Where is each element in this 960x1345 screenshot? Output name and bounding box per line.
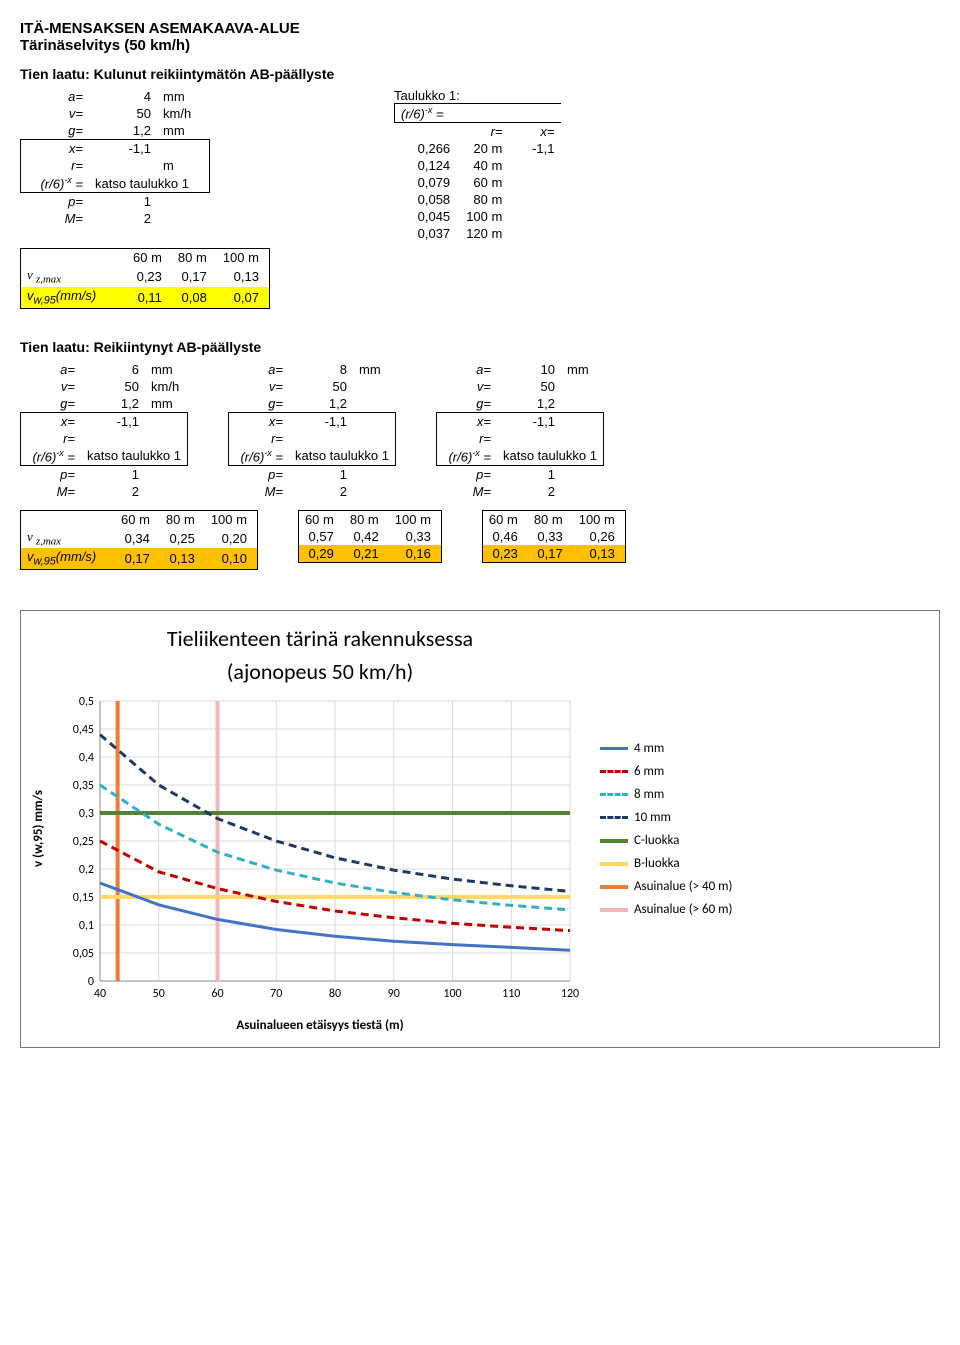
section1-label: Tien laatu: Kulunut reikiintymätön AB-pä… — [20, 66, 940, 82]
chart-title-l2: (ajonopeus 50 km/h) — [50, 658, 590, 685]
svg-text:120: 120 — [561, 987, 579, 1001]
legend-item: 6 mm — [600, 764, 733, 779]
chart-container: v (w,95) mm/s Tieliikenteen tärinä raken… — [20, 610, 940, 1048]
legend-item: 4 mm — [600, 741, 733, 756]
svg-text:70: 70 — [270, 987, 282, 1001]
table1-rows: 0,26620 m-1,10,12440 m0,07960 m0,05880 m… — [394, 140, 561, 242]
table1-title: Taulukko 1: — [394, 88, 561, 103]
legend-item: Asuinalue (> 60 m) — [600, 902, 733, 917]
svg-text:50: 50 — [153, 987, 165, 1001]
legend-item: C-luokka — [600, 833, 733, 848]
section2-block: a=8mm v=50 g=1,2 x=-1,1 r= (r/6)-x =kats… — [228, 361, 396, 500]
vw95-label: vw,95(mm/s) — [21, 287, 128, 308]
svg-text:110: 110 — [502, 987, 520, 1001]
section2-result: 60 m80 m100 m v z,max 0,340,250,20 vw,95… — [20, 510, 258, 570]
section2-block: a=6mm v=50km/h g=1,2mm x=-1,1 r= (r/6)-x… — [20, 361, 188, 500]
svg-text:0,3: 0,3 — [79, 807, 94, 821]
legend-item: 8 mm — [600, 787, 733, 802]
table1: Taulukko 1: (r/6)-x = r=x= 0,26620 m-1,1… — [394, 88, 561, 242]
section1-params: a=4mm v=50km/h g=1,2mm x=-1,1 r=m (r/6)-… — [20, 88, 210, 227]
svg-text:100: 100 — [443, 987, 461, 1001]
page-subtitle: Tärinäselvitys (50 km/h) — [20, 37, 940, 54]
section1-results: 60 m 80 m 100 m v z,max 0,23 0,17 0,13 v… — [20, 248, 270, 308]
legend-item: 10 mm — [600, 810, 733, 825]
section2-label: Tien laatu: Reikiintynyt AB-päällyste — [20, 339, 940, 355]
chart-legend: 4 mm 6 mm 8 mm 10 mm C-luokka B-luokka Asuinal… — [600, 733, 733, 925]
svg-text:0,45: 0,45 — [73, 723, 94, 737]
svg-text:80: 80 — [329, 987, 341, 1001]
section2-result: 60 m80 m100 m 0,460,330,26 0,230,170,13 — [482, 510, 626, 563]
chart-svg: 00,050,10,150,20,250,30,350,40,450,54050… — [50, 691, 590, 1011]
page-title: ITÄ-MENSAKSEN ASEMAKAAVA-ALUE — [20, 20, 940, 37]
svg-text:0,5: 0,5 — [79, 695, 94, 709]
chart-title-l1: Tieliikenteen tärinä rakennuksessa — [50, 625, 590, 652]
svg-text:0,05: 0,05 — [73, 947, 94, 961]
vzmax-label: v z,max — [21, 266, 128, 287]
svg-text:90: 90 — [388, 987, 400, 1001]
legend-item: Asuinalue (> 40 m) — [600, 879, 733, 894]
chart-xlabel: Asuinalueen etäisyys tiestä (m) — [50, 1018, 590, 1033]
svg-text:0,1: 0,1 — [79, 919, 94, 933]
svg-text:40: 40 — [94, 987, 106, 1001]
section2-result: 60 m80 m100 m 0,570,420,33 0,290,210,16 — [298, 510, 442, 563]
svg-text:0,35: 0,35 — [73, 779, 94, 793]
svg-text:0,2: 0,2 — [79, 863, 94, 877]
section2-block: a=10mm v=50 g=1,2 x=-1,1 r= (r/6)-x =kat… — [436, 361, 604, 500]
legend-item: B-luokka — [600, 856, 733, 871]
svg-text:0,15: 0,15 — [73, 891, 94, 905]
svg-text:0,4: 0,4 — [79, 751, 94, 765]
svg-text:60: 60 — [211, 987, 223, 1001]
chart-ylabel: v (w,95) mm/s — [31, 625, 46, 1033]
svg-text:0,25: 0,25 — [73, 835, 94, 849]
